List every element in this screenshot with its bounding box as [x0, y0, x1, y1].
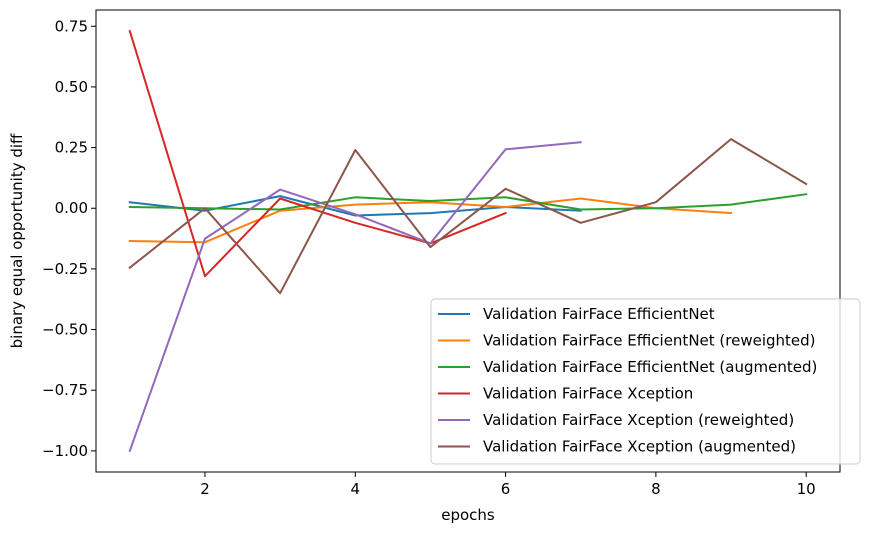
x-tick-label: 4 [350, 480, 360, 498]
y-tick-label: 0.00 [55, 199, 88, 217]
y-tick-label: 0.50 [55, 78, 88, 96]
x-axis-label: epochs [441, 506, 495, 524]
y-tick-label: −1.00 [42, 442, 88, 460]
plot-frame [95, 9, 841, 473]
series-line-3 [128, 193, 808, 211]
series-line-6 [128, 138, 808, 295]
series-line-5 [128, 141, 582, 453]
y-tick-label: −0.25 [42, 260, 88, 278]
series-line-2 [128, 197, 733, 244]
x-axis: 2 4 6 8 10 [200, 472, 816, 498]
y-axis-label: binary equal opportunity diff [8, 133, 26, 348]
x-tick-label: 2 [200, 480, 210, 498]
legend-label: Validation FairFace EfficientNet (reweig… [483, 332, 816, 350]
y-tick-label: −0.50 [42, 321, 88, 339]
x-tick-label: 6 [501, 480, 511, 498]
y-tick-label: 0.25 [55, 139, 88, 157]
series-layer [128, 29, 808, 453]
legend-label: Validation FairFace EfficientNet [483, 305, 715, 323]
legend-label: Validation FairFace Xception [483, 385, 693, 403]
legend-label: Validation FairFace Xception (reweighted… [483, 411, 794, 429]
legend-label: Validation FairFace Xception (augmented) [483, 438, 796, 456]
y-tick-label: −0.75 [42, 381, 88, 399]
legend-frame [430, 298, 861, 465]
x-tick-label: 8 [651, 480, 661, 498]
x-tick-label: 10 [797, 480, 816, 498]
y-tick-label: 0.75 [55, 17, 88, 35]
legend-label: Validation FairFace EfficientNet (augmen… [483, 358, 817, 376]
y-axis: 0.75 0.50 0.25 0.00 −0.25 −0.50 −0.75 −1.00 [42, 17, 96, 460]
legend: Validation FairFace EfficientNet Validati… [430, 298, 861, 465]
